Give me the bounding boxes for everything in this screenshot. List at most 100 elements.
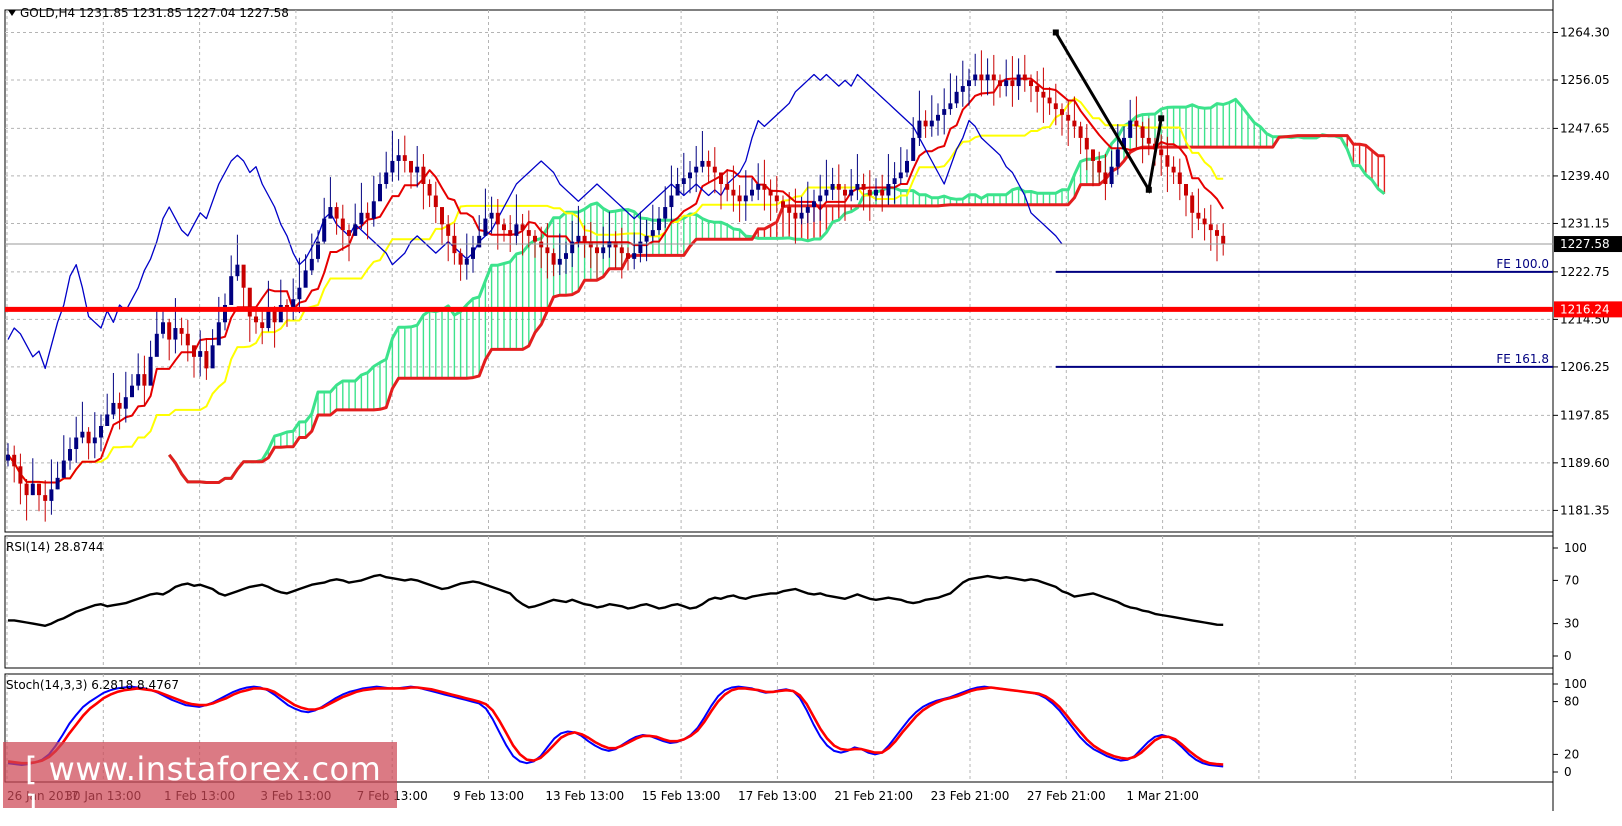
candle-body: [1109, 166, 1114, 184]
stoch-level-label: 20: [1564, 747, 1579, 761]
candle-body: [557, 258, 562, 265]
time-label: 9 Feb 13:00: [453, 789, 524, 803]
price-tick-label: 1247.65: [1560, 121, 1610, 135]
candle-body: [954, 91, 959, 104]
candle-body: [167, 322, 172, 340]
candle-body: [1171, 166, 1176, 173]
candle-body: [601, 247, 606, 254]
candle-body: [694, 166, 699, 173]
candle-body: [378, 184, 382, 202]
candle-body: [898, 172, 903, 179]
candle-body: [1041, 91, 1046, 98]
candle-body: [1128, 120, 1133, 138]
candle-body: [737, 195, 742, 202]
candle-body: [316, 241, 320, 259]
candle-body: [824, 189, 829, 196]
candle-body: [892, 178, 897, 184]
candle-body: [371, 201, 376, 219]
candle-body: [743, 195, 748, 202]
candle-body: [49, 489, 54, 501]
candle-body: [799, 212, 804, 219]
candle-body: [712, 166, 717, 173]
candle-body: [929, 120, 934, 127]
price-tick-label: 1264.30: [1560, 25, 1610, 39]
candle-body: [1078, 126, 1083, 138]
candle-body: [725, 184, 730, 190]
rsi-panel: [4, 535, 1554, 669]
support-level-tag: [1554, 301, 1622, 318]
symbol-timeframe: GOLD,H4: [20, 6, 76, 20]
candle-body: [303, 270, 308, 288]
stoch-title: Stoch(14,3,3) 6.2818 8.4767: [6, 678, 180, 692]
candle-body: [508, 230, 513, 236]
candle-body: [328, 207, 333, 219]
candle-body: [626, 253, 630, 259]
candle-body: [849, 189, 854, 196]
candle-body: [923, 120, 928, 127]
candle-body: [688, 172, 692, 179]
candle-body: [991, 74, 996, 81]
rsi-level-label: 30: [1564, 617, 1579, 631]
candle-body: [650, 230, 655, 236]
candle-body: [805, 207, 810, 213]
candle-body: [1022, 74, 1027, 81]
candle-body: [210, 345, 215, 369]
candle-body: [619, 247, 624, 254]
candle-body: [6, 454, 10, 461]
candle-body: [861, 184, 866, 190]
candle-body: [123, 397, 128, 409]
candle-body: [61, 460, 66, 478]
candle-body: [1115, 149, 1120, 167]
candle-body: [74, 437, 79, 450]
candle-body: [948, 103, 953, 110]
candle-body: [402, 155, 407, 161]
candle-body: [92, 437, 97, 444]
candle-body: [477, 235, 482, 248]
candle-body: [706, 160, 711, 167]
candle-body: [272, 310, 277, 323]
candle-body: [967, 80, 971, 87]
candle-body: [1060, 109, 1064, 115]
candle-body: [1004, 80, 1009, 87]
candle-body: [731, 189, 736, 196]
candle-body: [204, 351, 209, 369]
candle-body: [1159, 149, 1164, 156]
candle-body: [855, 184, 860, 190]
candle-body: [409, 160, 413, 173]
candle-body: [1010, 80, 1015, 87]
candle-body: [576, 235, 581, 242]
candle-body: [278, 304, 283, 323]
candle-body: [1047, 97, 1052, 104]
candle-body: [142, 374, 147, 386]
candle-body: [30, 483, 35, 496]
current-price-label: 1227.58: [1560, 237, 1610, 251]
candle-body: [1196, 212, 1201, 219]
ohlc-values: 1231.85 1231.85 1227.04 1227.58: [78, 6, 289, 20]
trend-anchor: [1052, 29, 1059, 36]
trend-anchor: [1158, 115, 1165, 122]
time-label: 15 Feb 13:00: [642, 789, 721, 803]
dropdown-triangle-icon[interactable]: [8, 10, 16, 16]
candle-body: [1035, 86, 1040, 92]
candle-body: [917, 120, 922, 138]
watermark-text: [ www.instaforex.com ]: [25, 750, 382, 826]
price-tick-label: 1189.60: [1560, 456, 1610, 470]
candle-body: [867, 189, 872, 196]
candle-body: [353, 224, 358, 236]
candle-body: [192, 345, 196, 357]
candle-body: [1097, 160, 1102, 173]
candle-body: [582, 235, 587, 242]
candle-body: [1146, 137, 1151, 144]
candle-body: [1072, 120, 1077, 127]
senkou-span-a: [168, 97, 1386, 484]
candle-body: [880, 189, 885, 196]
candle-body: [223, 304, 227, 323]
candle-body: [297, 287, 302, 300]
candle-body: [1016, 74, 1021, 87]
candle-body: [830, 184, 835, 190]
price-tick-label: 1231.15: [1560, 216, 1610, 230]
price-tick-label: 1181.35: [1560, 503, 1610, 517]
candle-body: [471, 247, 475, 259]
rsi-level-label: 100: [1564, 541, 1587, 555]
